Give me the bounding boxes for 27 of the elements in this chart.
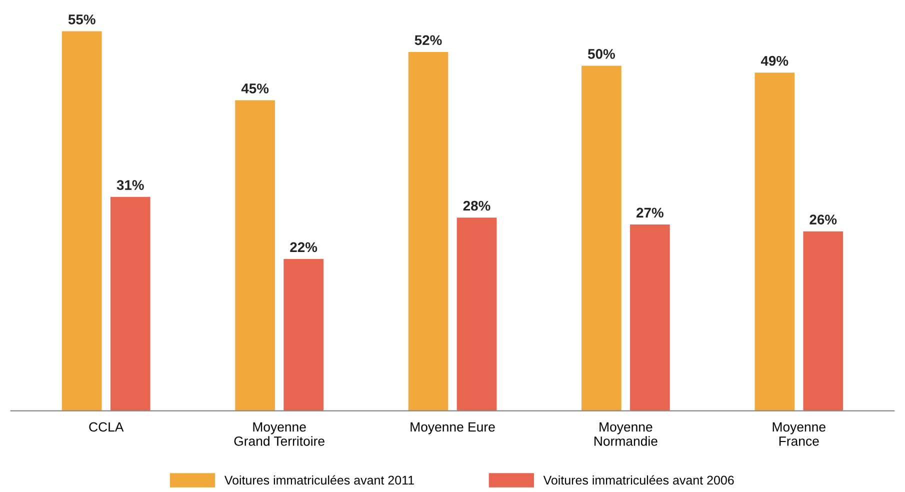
legend-label: Voitures immatriculées avant 2011 xyxy=(224,475,414,485)
x-tick-label: Moyenne Normandie xyxy=(594,422,658,446)
data-label: 31% xyxy=(116,180,144,190)
data-label: 45% xyxy=(241,84,269,94)
data-label: 52% xyxy=(414,35,442,46)
data-label: 26% xyxy=(810,214,837,224)
bar xyxy=(110,196,150,411)
bar xyxy=(408,52,448,411)
data-label: 55% xyxy=(68,14,96,24)
x-tick-label: Moyenne Grand Territoire xyxy=(234,422,324,446)
bar xyxy=(803,231,844,411)
data-label: 27% xyxy=(636,208,664,218)
data-label: 22% xyxy=(290,242,318,252)
x-tick-label: Moyenne France xyxy=(772,422,826,446)
legend-label: Voitures immatriculées avant 2006 xyxy=(543,475,734,485)
bar xyxy=(754,72,795,411)
bar xyxy=(582,66,622,411)
bar xyxy=(456,218,497,411)
bar xyxy=(235,100,275,411)
x-tick-label: Moyenne Eure xyxy=(410,422,495,434)
x-tick-label: CCLA xyxy=(89,422,124,432)
bar xyxy=(62,31,102,411)
data-label: 49% xyxy=(760,56,788,66)
bar xyxy=(630,224,670,411)
bar xyxy=(284,259,324,411)
data-label: 50% xyxy=(588,49,615,59)
data-label: 28% xyxy=(463,200,490,211)
